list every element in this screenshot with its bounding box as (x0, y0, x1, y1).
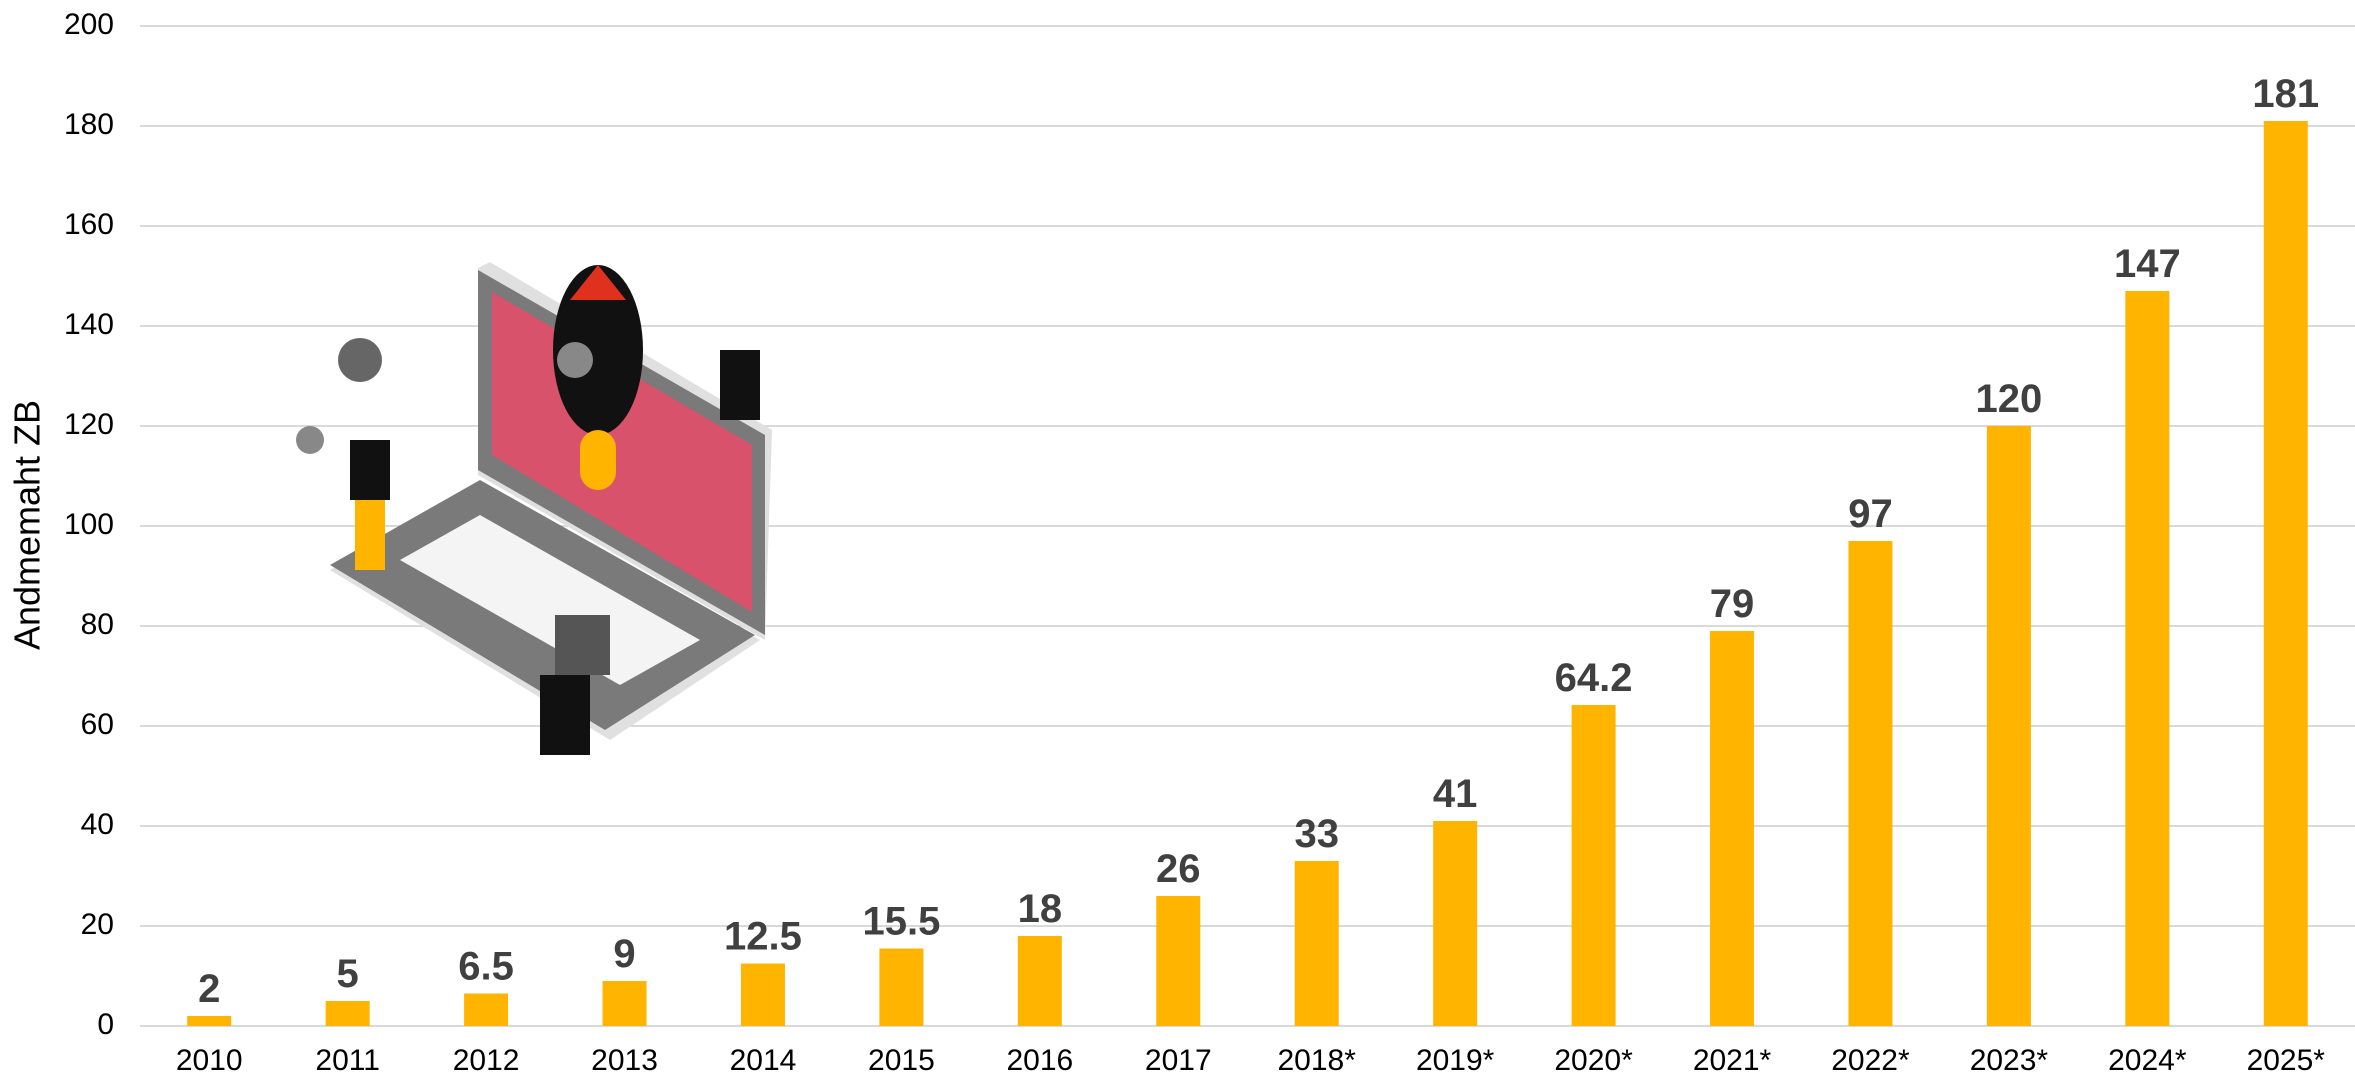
bar (879, 948, 924, 1026)
y-tick-label: 100 (64, 508, 114, 541)
y-tick-label: 140 (64, 308, 114, 341)
x-tick-label: 2012 (453, 1044, 520, 1077)
data-label: 2 (198, 967, 220, 1011)
y-tick-label: 40 (81, 808, 114, 841)
x-tick-label: 2010 (176, 1044, 243, 1077)
y-axis-label: Andmemaht ZB (7, 400, 48, 650)
bar (1848, 541, 1893, 1026)
data-label: 26 (1156, 847, 1201, 891)
y-tick-label: 80 (81, 608, 114, 641)
x-tick-label: 2020* (1554, 1044, 1633, 1077)
x-tick-label: 2025* (2247, 1044, 2326, 1077)
illustration (296, 262, 772, 755)
x-tick-label: 2014 (730, 1044, 797, 1077)
bar (464, 993, 509, 1026)
data-label: 33 (1294, 812, 1339, 856)
bar (740, 963, 785, 1026)
bar (2125, 291, 2170, 1026)
data-label: 41 (1433, 772, 1478, 816)
x-tick-label: 2016 (1006, 1044, 1073, 1077)
data-label: 18 (1018, 887, 1063, 931)
bar (1433, 821, 1478, 1026)
x-tick-label: 2024* (2108, 1044, 2187, 1077)
data-label: 181 (2252, 72, 2319, 116)
data-label: 97 (1848, 492, 1893, 536)
y-tick-label: 160 (64, 208, 114, 241)
data-label: 5 (337, 952, 359, 996)
data-label: 79 (1710, 582, 1755, 626)
data-label: 15.5 (862, 900, 940, 944)
data-label: 6.5 (458, 945, 514, 989)
data-label: 12.5 (724, 915, 802, 959)
x-tick-label: 2011 (315, 1044, 380, 1077)
y-tick-label: 20 (81, 908, 114, 941)
bar (602, 981, 647, 1026)
bar (1571, 705, 1616, 1026)
x-tick-label: 2013 (591, 1044, 658, 1077)
x-tick-label: 2018* (1278, 1044, 1357, 1077)
bar (187, 1016, 232, 1026)
data-label: 120 (1976, 377, 2043, 421)
x-tick-label: 2021* (1693, 1044, 1772, 1077)
y-tick-label: 120 (64, 408, 114, 441)
x-tick-label: 2022* (1831, 1044, 1910, 1077)
data-label: 9 (613, 932, 635, 976)
y-tick-label: 60 (81, 708, 114, 741)
y-tick-label: 0 (97, 1008, 114, 1041)
bar (1986, 426, 2031, 1026)
bar (1294, 861, 1339, 1026)
bar (325, 1001, 370, 1026)
data-label: 147 (2114, 242, 2181, 286)
y-tick-label: 180 (64, 108, 114, 141)
y-tick-label: 200 (64, 8, 114, 41)
bar (1710, 631, 1755, 1026)
x-tick-label: 2017 (1145, 1044, 1212, 1077)
x-tick-label: 2019* (1416, 1044, 1495, 1077)
data-label: 64.2 (1555, 656, 1633, 700)
x-tick-label: 2015 (868, 1044, 935, 1077)
x-tick-label: 2023* (1970, 1044, 2049, 1077)
bar (1156, 896, 1201, 1026)
bar (1017, 936, 1062, 1026)
bar (2263, 121, 2308, 1026)
